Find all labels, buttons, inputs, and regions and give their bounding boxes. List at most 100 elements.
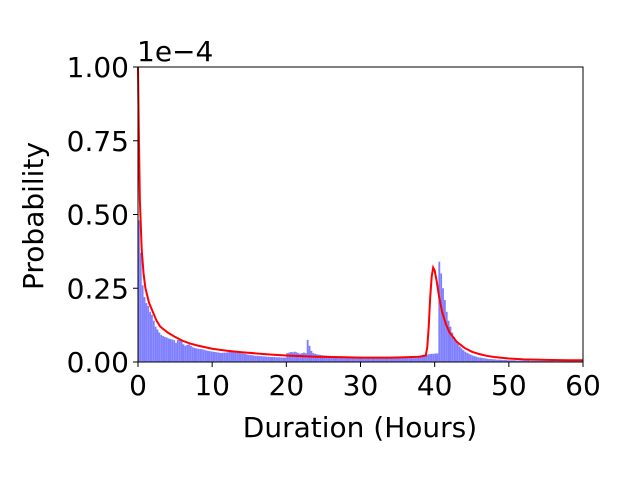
histogram-bar [479, 357, 482, 362]
histogram-bar [425, 354, 428, 362]
x-tick-label: 40 [417, 369, 453, 402]
histogram-bar [360, 357, 363, 362]
y-axis: 0.00 0.25 0.50 0.75 1.00 [67, 51, 138, 379]
fit-curve [137, 66, 583, 362]
histogram-bar [323, 355, 326, 362]
histogram-bar [319, 354, 322, 362]
histogram-bar [399, 357, 402, 362]
y-tick-label: 1.00 [67, 51, 129, 84]
histogram-bar [234, 351, 237, 362]
histogram-bar [523, 360, 526, 362]
histogram-bar [264, 356, 266, 362]
histogram-bar [501, 359, 504, 362]
x-tick-label: 10 [194, 369, 230, 402]
histogram-bar [371, 357, 374, 362]
histogram-bar [440, 273, 443, 362]
histogram-bar [154, 326, 157, 362]
histogram-bar [178, 338, 181, 362]
histogram-bar [214, 351, 216, 362]
histogram-bar [362, 357, 365, 362]
histogram-bar [330, 356, 333, 362]
histogram-bar [416, 356, 418, 362]
histogram-bar [152, 320, 155, 362]
histogram-bar [486, 358, 489, 362]
histogram-bar [247, 354, 250, 362]
histogram-bar [241, 353, 244, 362]
histogram-bar [262, 356, 265, 362]
histogram-bar [149, 311, 151, 362]
histogram-bar [260, 356, 263, 362]
histogram-bar [173, 340, 176, 362]
histogram-bar [197, 348, 200, 362]
histogram-bar [308, 345, 311, 362]
histogram-bar [427, 354, 430, 362]
histogram-bar [531, 360, 533, 362]
histogram-bar [379, 357, 381, 362]
y-tick-label: 0.00 [67, 346, 129, 379]
histogram-bar [538, 360, 541, 362]
x-tick-label: 30 [343, 369, 379, 402]
x-axis: 0 10 20 30 40 50 60 [129, 362, 601, 402]
histogram-bar [156, 329, 159, 362]
histogram-bar [434, 353, 437, 362]
histogram-bar [288, 352, 291, 362]
histogram-bar [408, 357, 411, 362]
histogram-bar [488, 359, 491, 362]
histogram-bar [252, 355, 255, 362]
histogram-bar [321, 355, 324, 362]
histogram-bar [210, 351, 213, 362]
histogram-bar [297, 353, 300, 362]
histogram-bar [139, 252, 142, 362]
histogram-bar [484, 358, 487, 362]
histogram-bar [163, 336, 166, 362]
histogram-bar [443, 300, 446, 362]
histogram-bar [451, 332, 454, 362]
histogram-bar [534, 360, 537, 362]
histogram-bar [367, 357, 370, 362]
histogram-bar [236, 351, 239, 362]
histogram-bars [138, 220, 583, 362]
histogram-bar [527, 360, 530, 362]
histogram-bar [238, 352, 240, 362]
histogram-bar [239, 353, 242, 362]
histogram-bar [421, 355, 424, 362]
histogram-bar [412, 356, 415, 362]
histogram-bar [544, 360, 546, 362]
histogram-bar [267, 356, 270, 362]
histogram-bar [165, 337, 168, 362]
histogram-bar [464, 351, 467, 362]
histogram-bar [401, 357, 404, 362]
histogram-bar [304, 353, 307, 362]
histogram-bar [193, 347, 196, 362]
histogram-bar [549, 360, 552, 362]
x-tick-label: 50 [491, 369, 527, 402]
histogram-bar [417, 355, 420, 362]
histogram-bar [232, 351, 235, 362]
histogram-bar [471, 355, 474, 362]
histogram-bar [347, 356, 350, 362]
histogram-bar [204, 350, 207, 362]
histogram-bar [495, 359, 498, 362]
histogram-bar [510, 360, 513, 362]
histogram-bar [364, 357, 367, 362]
histogram-bar [169, 338, 172, 362]
histogram-bar [258, 356, 261, 362]
histogram-bar [332, 356, 335, 362]
histogram-bar [340, 356, 342, 362]
histogram-bar [382, 357, 385, 362]
histogram-bar [243, 353, 246, 362]
histogram-bar [265, 356, 268, 362]
x-tick-label: 60 [565, 369, 601, 402]
histogram-bar [277, 357, 279, 362]
histogram-bar [518, 360, 520, 362]
histogram-bar [397, 357, 400, 362]
histogram-bar [492, 359, 494, 362]
histogram-bar [184, 345, 187, 362]
histogram-bar [449, 326, 452, 362]
histogram-bar [269, 356, 272, 362]
histogram-bar [369, 357, 372, 362]
histogram-bar [282, 357, 285, 362]
histogram-bar [456, 343, 459, 362]
histogram-bar [429, 354, 431, 362]
histogram-bar [251, 355, 253, 362]
